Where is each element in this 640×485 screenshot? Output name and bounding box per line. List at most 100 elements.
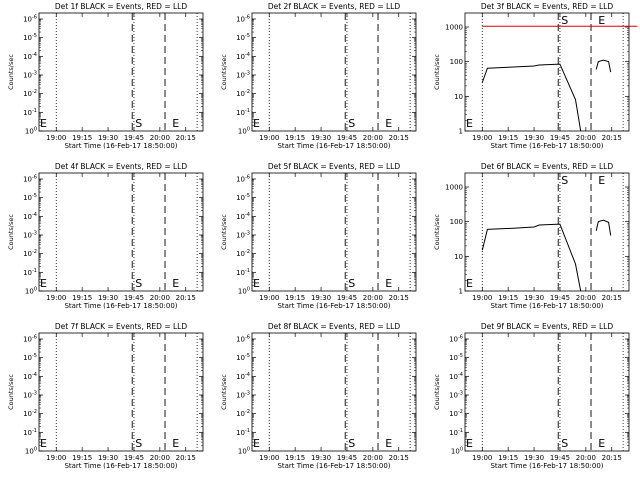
y-tick-label: 10-1 bbox=[23, 268, 37, 277]
y-tick-label: 10-5 bbox=[236, 193, 250, 202]
start-marker: S bbox=[348, 277, 355, 290]
plot-frame bbox=[38, 12, 204, 132]
x-tick-label: 19:45 bbox=[550, 294, 570, 302]
end-marker: E bbox=[172, 277, 179, 290]
x-axis-label: Start Time (16-Feb-17 18:50:00) bbox=[277, 142, 390, 150]
y-tick-label: 100 bbox=[238, 127, 250, 136]
events-series-line bbox=[595, 59, 612, 73]
panel-title: Det 1f BLACK = Events, RED = LLD bbox=[55, 2, 188, 11]
x-tick-label: 19:30 bbox=[98, 454, 118, 462]
edge-end-marker: E bbox=[40, 437, 47, 450]
end-marker: E bbox=[172, 437, 179, 450]
y-tick-label: 10-1 bbox=[236, 268, 250, 277]
plot-frame bbox=[251, 172, 417, 292]
x-tick-label: 19:15 bbox=[285, 134, 305, 142]
y-tick-label: 10-2 bbox=[23, 89, 37, 98]
x-tick-label: 20:15 bbox=[602, 134, 622, 142]
y-tick-label: 10-2 bbox=[236, 89, 250, 98]
x-tick-label: 19:15 bbox=[72, 454, 92, 462]
x-tick-label: 19:00 bbox=[472, 134, 492, 142]
x-tick-label: 19:30 bbox=[311, 134, 331, 142]
plot-frame bbox=[464, 172, 630, 292]
panel-det-3: Det 3f BLACK = Events, RED = LLD 1 10 100 10… bbox=[433, 2, 638, 150]
panel-det-7: Det 7f BLACK = Events, RED = LLD 100 10-1 1… bbox=[7, 322, 204, 470]
end-marker: E bbox=[598, 174, 605, 187]
x-tick-label: 19:45 bbox=[337, 294, 357, 302]
x-tick-label: 20:15 bbox=[389, 294, 409, 302]
y-tick-label: 10-4 bbox=[23, 212, 37, 221]
y-tick-label: 10-4 bbox=[236, 212, 250, 221]
y-tick-label: 10-6 bbox=[23, 175, 37, 184]
x-tick-label: 19:15 bbox=[498, 294, 518, 302]
start-marker: S bbox=[348, 437, 355, 450]
x-tick-label: 20:00 bbox=[576, 134, 596, 142]
y-tick-label: 10-3 bbox=[23, 71, 37, 80]
y-axis-label: Counts/sec bbox=[220, 374, 228, 410]
x-axis-label: Start Time (16-Feb-17 18:50:00) bbox=[490, 142, 603, 150]
y-tick-label: 100 bbox=[450, 58, 463, 66]
x-tick-label: 20:15 bbox=[602, 454, 622, 462]
panel-det-9: Det 9f BLACK = Events, RED = LLD 100 10-1 1… bbox=[433, 322, 630, 470]
x-tick-label: 19:15 bbox=[72, 294, 92, 302]
x-tick-label: 20:15 bbox=[176, 134, 196, 142]
y-tick-label: 10-1 bbox=[23, 428, 37, 437]
x-tick-label: 20:15 bbox=[176, 294, 196, 302]
y-tick-label: 10-5 bbox=[449, 353, 463, 362]
panel-det-8: Det 8f BLACK = Events, RED = LLD 100 10-1 1… bbox=[220, 322, 417, 470]
x-tick-label: 19:45 bbox=[124, 294, 144, 302]
plot-frame bbox=[464, 332, 630, 452]
start-marker: S bbox=[561, 174, 568, 187]
edge-end-marker: E bbox=[40, 277, 47, 290]
x-tick-label: 19:00 bbox=[259, 294, 279, 302]
panel-det-6: Det 6f BLACK = Events, RED = LLD 1 10 100 10… bbox=[433, 162, 630, 310]
start-marker: S bbox=[135, 277, 142, 290]
x-axis-label: Start Time (16-Feb-17 18:50:00) bbox=[277, 302, 390, 310]
edge-end-marker: E bbox=[253, 437, 260, 450]
x-tick-label: 19:00 bbox=[259, 134, 279, 142]
x-tick-label: 19:00 bbox=[46, 454, 66, 462]
y-tick-label: 10-2 bbox=[23, 249, 37, 258]
y-tick-label: 10-3 bbox=[23, 231, 37, 240]
y-tick-label: 10-1 bbox=[236, 108, 250, 117]
y-tick-label: 10-1 bbox=[236, 428, 250, 437]
end-marker: E bbox=[598, 14, 605, 27]
y-tick-label: 10-1 bbox=[23, 108, 37, 117]
x-tick-label: 19:45 bbox=[337, 454, 357, 462]
panel-title: Det 3f BLACK = Events, RED = LLD bbox=[481, 2, 614, 11]
panel-title: Det 8f BLACK = Events, RED = LLD bbox=[268, 322, 401, 331]
x-tick-label: 19:45 bbox=[550, 134, 570, 142]
plot-frame bbox=[38, 332, 204, 452]
x-axis-label: Start Time (16-Feb-17 18:50:00) bbox=[490, 302, 603, 310]
y-tick-label: 10-5 bbox=[236, 33, 250, 42]
y-tick-label: 10-6 bbox=[23, 335, 37, 344]
x-tick-label: 20:00 bbox=[150, 294, 170, 302]
y-axis-label: Counts/sec bbox=[433, 374, 441, 410]
y-tick-label: 10-3 bbox=[449, 391, 463, 400]
y-tick-label: 10-2 bbox=[23, 409, 37, 418]
x-axis-label: Start Time (16-Feb-17 18:50:00) bbox=[277, 462, 390, 470]
x-tick-label: 19:15 bbox=[285, 294, 305, 302]
x-tick-label: 19:15 bbox=[285, 454, 305, 462]
x-tick-label: 19:30 bbox=[98, 134, 118, 142]
y-tick-label: 1 bbox=[459, 288, 463, 296]
end-marker: E bbox=[385, 277, 392, 290]
y-tick-label: 100 bbox=[238, 287, 250, 296]
panel-title: Det 2f BLACK = Events, RED = LLD bbox=[268, 2, 401, 11]
y-tick-label: 100 bbox=[450, 218, 463, 226]
edge-end-marker: E bbox=[40, 117, 47, 130]
plot-frame bbox=[38, 172, 204, 292]
panel-det-5: Det 5f BLACK = Events, RED = LLD 100 10-1 1… bbox=[220, 162, 417, 310]
edge-end-marker: E bbox=[253, 277, 260, 290]
start-marker: S bbox=[135, 117, 142, 130]
y-tick-label: 10-4 bbox=[236, 372, 250, 381]
x-tick-label: 19:30 bbox=[524, 454, 544, 462]
y-tick-label: 10-6 bbox=[236, 175, 250, 184]
panel-title: Det 6f BLACK = Events, RED = LLD bbox=[481, 162, 614, 171]
x-tick-label: 20:00 bbox=[363, 454, 383, 462]
y-tick-label: 10-5 bbox=[23, 33, 37, 42]
x-tick-label: 19:00 bbox=[259, 454, 279, 462]
x-axis-label: Start Time (16-Feb-17 18:50:00) bbox=[64, 462, 177, 470]
x-tick-label: 19:15 bbox=[498, 454, 518, 462]
x-tick-label: 19:45 bbox=[550, 454, 570, 462]
x-tick-label: 19:00 bbox=[46, 134, 66, 142]
